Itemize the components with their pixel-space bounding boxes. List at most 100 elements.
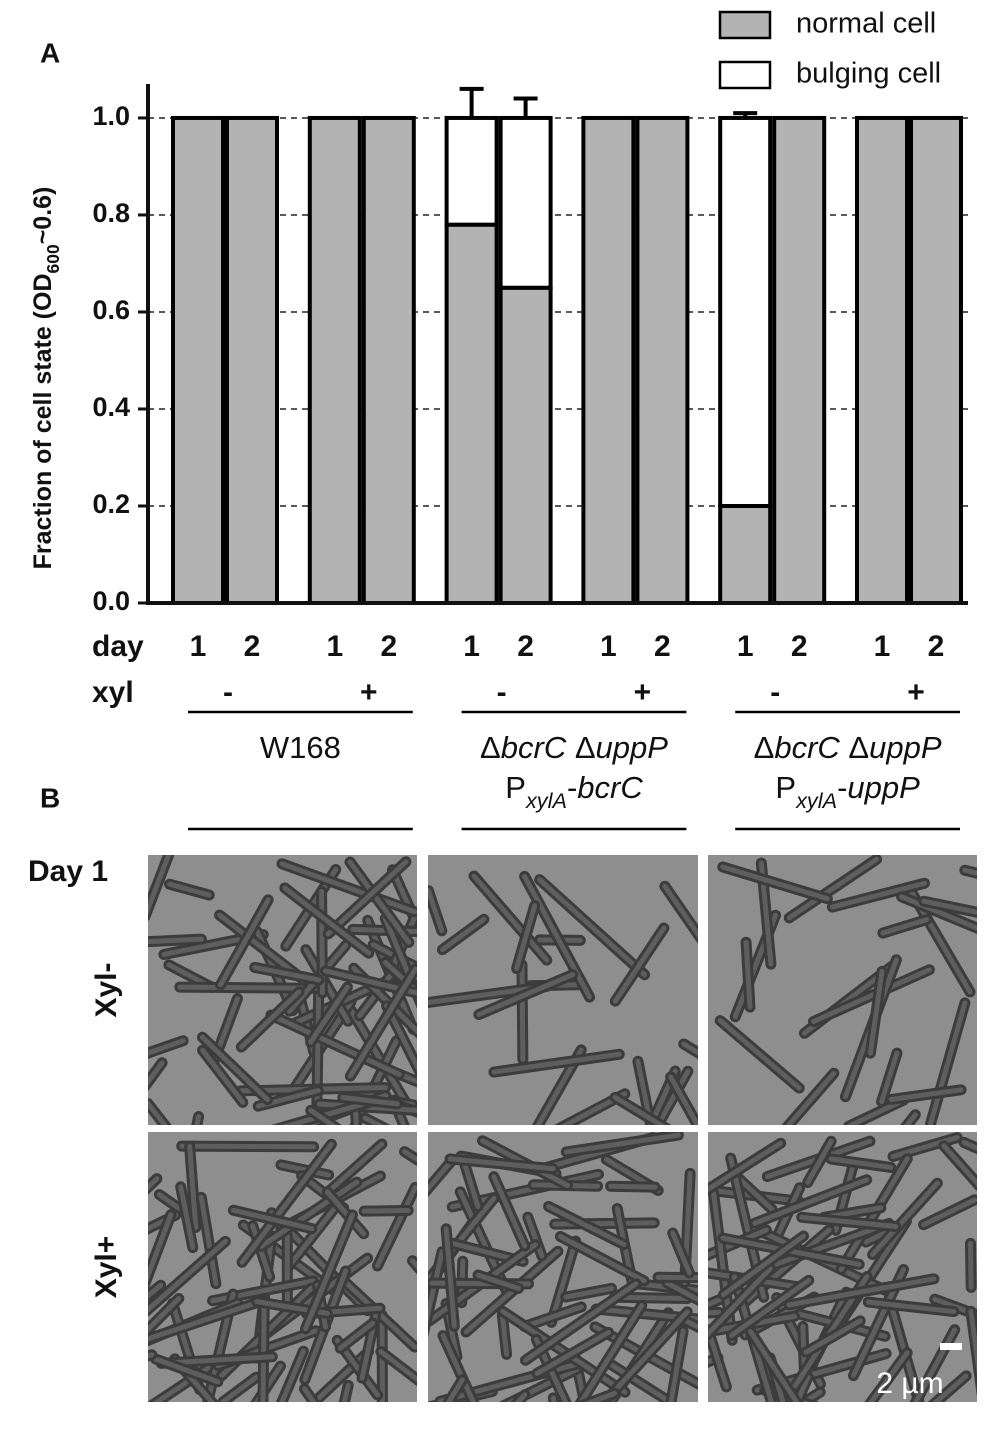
cell-inner xyxy=(786,856,880,921)
cell-inner xyxy=(720,864,830,902)
bar-segment xyxy=(498,285,553,605)
cell-inner xyxy=(865,1299,957,1315)
text-part: xylA xyxy=(795,788,837,813)
cell-inner xyxy=(548,1238,579,1325)
xyl-label: + xyxy=(907,676,925,709)
cell-inner xyxy=(347,859,412,945)
xyl-label: - xyxy=(223,676,233,709)
text-part: uppP xyxy=(869,730,942,765)
xyl-label: - xyxy=(497,676,507,709)
bar-segment xyxy=(498,115,553,290)
cell xyxy=(547,1392,560,1402)
cell-inner xyxy=(720,1233,806,1298)
cell-inner xyxy=(786,1276,937,1308)
x-tick-label: 2 xyxy=(654,630,671,663)
cell-inner xyxy=(439,916,487,953)
cell-inner xyxy=(323,1141,385,1197)
cell-inner xyxy=(303,1212,356,1332)
cell-inner xyxy=(353,1107,359,1125)
cell-inner xyxy=(148,855,171,916)
cell-inner xyxy=(584,1390,618,1402)
cell-inner xyxy=(148,1296,182,1333)
cell-inner xyxy=(148,1038,186,1056)
cell-inner xyxy=(475,1272,521,1291)
cell-inner xyxy=(928,1000,968,1125)
cell-inner xyxy=(187,1143,199,1230)
cell-inner xyxy=(148,936,204,945)
text-part: bcrC xyxy=(577,770,643,805)
text-part: xylA xyxy=(525,788,567,813)
text-part: ~0.6) xyxy=(29,187,57,245)
cell-inner xyxy=(322,968,417,996)
text-part: W168 xyxy=(260,730,341,765)
cell-inner xyxy=(148,1352,155,1359)
cell-inner xyxy=(888,1087,964,1102)
text-part: P xyxy=(505,770,526,805)
cell-inner xyxy=(278,1162,332,1178)
cell-inner xyxy=(148,1060,165,1087)
cell-inner xyxy=(491,1051,622,1075)
cell-inner xyxy=(785,1070,837,1125)
cell-inner xyxy=(393,1070,417,1085)
cell-inner xyxy=(447,1156,556,1172)
cell-inner xyxy=(279,1348,306,1402)
xyl-label: - xyxy=(770,676,780,709)
cell-inner xyxy=(668,1328,686,1402)
x-row-label: xyl xyxy=(92,676,134,709)
cell-inner xyxy=(890,1135,960,1159)
y-tick-label: 0.4 xyxy=(92,392,130,422)
cells xyxy=(148,855,417,1125)
bar-segment xyxy=(171,115,225,605)
text-part: bcrC xyxy=(501,730,567,765)
bar-segment xyxy=(718,115,773,508)
cell-inner xyxy=(743,939,753,1010)
scale-bar xyxy=(940,1343,962,1350)
text-part: bcrC xyxy=(774,730,840,765)
cell-inner xyxy=(238,989,302,1050)
x-tick-label: 1 xyxy=(737,630,754,663)
cell-inner xyxy=(220,1374,259,1402)
text-part: Δ xyxy=(566,730,595,765)
cell-inner xyxy=(941,1143,977,1187)
cell-inner xyxy=(967,1240,974,1290)
bar-segment xyxy=(307,115,362,605)
cell-inner xyxy=(932,1296,977,1318)
cell-inner xyxy=(708,1294,730,1308)
cell-inner xyxy=(325,859,409,937)
cell-inner xyxy=(258,1179,360,1249)
x-tick-label: 2 xyxy=(517,630,534,663)
y-tick-label: 0.6 xyxy=(92,295,130,325)
cell-inner xyxy=(736,1175,775,1212)
cells xyxy=(428,1132,698,1402)
cell-inner xyxy=(635,1058,654,1125)
legend-label: normal cell xyxy=(796,8,936,40)
cell-inner xyxy=(867,968,885,1056)
cell-inner xyxy=(805,1138,834,1185)
cell-inner xyxy=(799,1214,899,1229)
group-label: ΔbcrC ΔuppP xyxy=(754,730,942,765)
cell-inner xyxy=(525,1214,545,1259)
x-tick-label: 2 xyxy=(380,630,397,663)
text-part: P xyxy=(775,770,796,805)
cell-inner xyxy=(962,867,977,876)
cell-inner xyxy=(879,1050,900,1105)
y-axis-label: Fraction of cell state (OD600~0.6) xyxy=(29,187,63,570)
cell-inner xyxy=(282,885,372,956)
cell-inner xyxy=(179,1143,317,1150)
x-tick-label: 2 xyxy=(791,630,808,663)
cell-inner xyxy=(522,1304,584,1329)
cell-inner xyxy=(324,1189,367,1237)
cell-inner xyxy=(803,1318,863,1355)
bar-segment xyxy=(855,115,909,605)
scale-bar-label: 2 µm xyxy=(876,1367,943,1400)
x-tick-label: 1 xyxy=(190,630,207,663)
cell-inner xyxy=(476,972,576,1018)
cell-inner xyxy=(148,1238,228,1313)
cell-inner xyxy=(340,1095,400,1107)
legend-swatch xyxy=(718,10,772,40)
cell-inner xyxy=(308,1107,337,1125)
cell-inner xyxy=(747,1329,800,1402)
cell-inner xyxy=(374,1184,417,1269)
cell-inner xyxy=(578,1302,645,1402)
